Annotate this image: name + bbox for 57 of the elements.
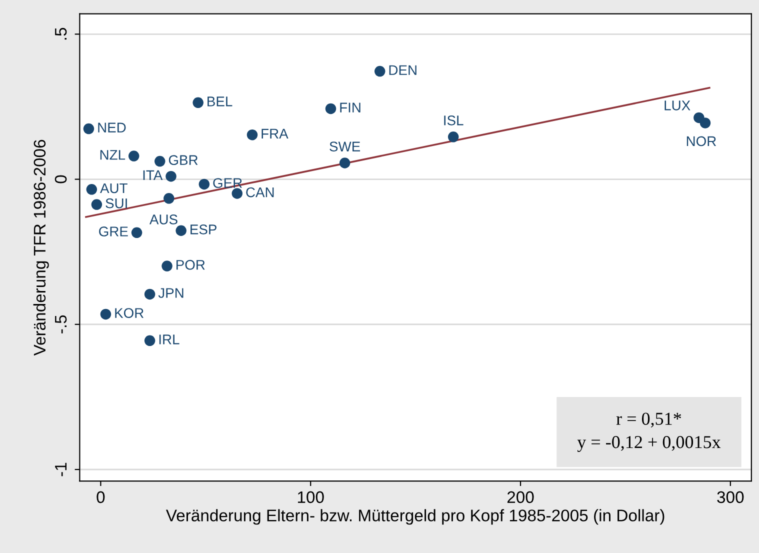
point xyxy=(162,260,172,272)
annotation: IRL xyxy=(159,334,180,344)
annotation: JPN xyxy=(158,288,184,298)
point xyxy=(448,132,459,142)
annotation: SUI xyxy=(106,198,127,208)
point xyxy=(154,156,166,167)
point xyxy=(86,184,98,195)
annotation: AUS xyxy=(149,214,178,224)
annotation: r = 0,51* xyxy=(616,412,682,428)
y-tick-label: 0 xyxy=(54,175,67,184)
point xyxy=(192,97,204,108)
x-axis-title: Veränderung Eltern- bzw. Müttergeld pro Kopf 1985-2005 (in Dollar) xyxy=(166,509,664,525)
point xyxy=(128,150,140,162)
annotation: SWE xyxy=(330,142,360,152)
annotation: LUX xyxy=(664,100,690,110)
annotation: NED xyxy=(98,122,126,132)
y-axis-title: Veränderung TFR 1986-2006 xyxy=(33,140,49,356)
point xyxy=(131,227,142,238)
point xyxy=(176,225,186,236)
point xyxy=(339,158,350,168)
x-tick-label: 100 xyxy=(298,491,324,504)
annotation: FIN xyxy=(340,102,360,112)
point xyxy=(100,308,112,320)
point xyxy=(83,123,94,134)
point xyxy=(198,178,210,190)
y-tick-label: -.5 xyxy=(55,315,67,334)
annotation: ITA xyxy=(143,170,163,180)
annotation: BEL xyxy=(208,96,232,106)
annotation: GBR xyxy=(168,155,198,165)
annotation: GRE xyxy=(99,226,128,236)
annotation: GER xyxy=(213,178,242,188)
y-tick-label: .5 xyxy=(55,28,67,40)
point xyxy=(144,288,156,300)
point xyxy=(144,335,156,346)
annotation: POR xyxy=(176,260,205,270)
annotation: FRA xyxy=(262,128,288,138)
point xyxy=(166,170,176,182)
x-tick-label: 200 xyxy=(507,491,534,504)
y-tick-label: -1 xyxy=(55,462,67,476)
annotation: KOR xyxy=(115,308,144,318)
point xyxy=(164,193,174,204)
annotation: y = -0,12 + 0,0015x xyxy=(577,436,721,452)
point xyxy=(232,188,243,199)
annotation: ESP xyxy=(190,224,216,234)
point xyxy=(91,199,102,210)
point xyxy=(700,118,711,128)
annotation: CAN xyxy=(246,187,274,198)
point xyxy=(374,66,386,77)
x-tick-label: 0 xyxy=(96,491,105,504)
annotation: NOR xyxy=(686,136,716,146)
annotation: NZL xyxy=(100,150,126,160)
point xyxy=(325,103,336,114)
annotation: ISL xyxy=(444,116,464,126)
point xyxy=(246,129,258,140)
annotation: DEN xyxy=(389,65,416,75)
x-tick-label: 300 xyxy=(717,491,744,504)
annotation: AUT xyxy=(100,183,128,194)
